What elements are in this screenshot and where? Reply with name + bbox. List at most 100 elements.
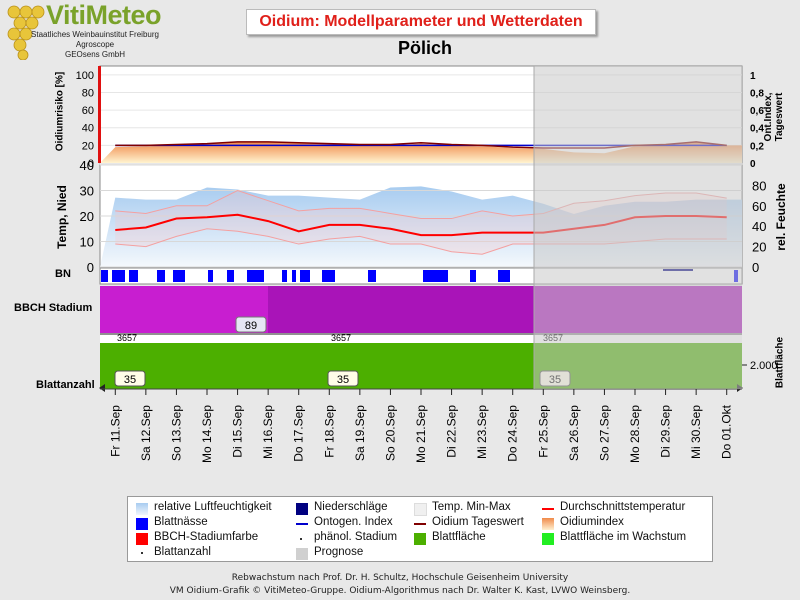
legend-swatch-rain — [296, 503, 308, 515]
x-tick-label: Do 24.Sep — [506, 405, 520, 462]
bbch-label: BBCH Stadium — [14, 302, 93, 314]
x-tick-label: Mi 16.Sep — [261, 405, 275, 459]
x-tick-label: Di 29.Sep — [659, 405, 673, 458]
x-tick-label: Fr 18.Sep — [322, 405, 336, 458]
blattnaesse-bar — [300, 270, 310, 282]
legend-swatch-ontogen — [296, 523, 308, 525]
blattanzahl-box — [327, 370, 359, 387]
logo-line-3: GEOsens GmbH — [64, 50, 125, 59]
oidium-left-marker — [98, 66, 101, 163]
x-tick-label: Mi 23.Sep — [475, 405, 489, 459]
weather-ytick: 20 — [80, 209, 94, 224]
legend-item: Temp. Min-Max — [432, 501, 511, 513]
legend-swatch-blattanzahl — [141, 552, 143, 554]
x-tick-label: Do 17.Sep — [292, 405, 306, 462]
x-tick-label: Mi 30.Sep — [689, 405, 703, 459]
legend-item: Blattfläche — [432, 531, 486, 543]
oidium-ytick: 40 — [82, 123, 94, 135]
bbch-sublabel: 3657 — [117, 333, 137, 343]
oidium-ytick: 100 — [76, 70, 94, 82]
header-title: Oidium: Modellparameter und Wetterdaten — [246, 9, 596, 35]
blattnaesse-bar — [101, 270, 108, 282]
legend-item: Blattanzahl — [154, 546, 211, 558]
oidium-y2tick: 1 — [750, 71, 756, 82]
legend-swatch-prognose — [296, 548, 308, 560]
blattnaesse-bar — [282, 270, 287, 282]
weather-ytick: 40 — [80, 158, 94, 173]
x-tick-label: Di 22.Sep — [445, 405, 459, 458]
weather-ytick: 0 — [87, 260, 94, 275]
legend-item: Oidiumindex — [560, 516, 624, 528]
legend-swatch-oidiumindex — [542, 518, 554, 530]
bbch-sublabel: 3657 — [331, 333, 351, 343]
legend-swatch-blattflaeche-wachstum — [542, 533, 554, 545]
blattnaesse-bar — [247, 270, 264, 282]
bbch-sub-row — [100, 333, 742, 343]
oidium-y2tick: 0,6 — [750, 106, 764, 117]
oidium-chart: 02040608010000,20,40,60,8101020304002040… — [76, 65, 778, 463]
footer-line-2: VM Oidium-Grafik © VitiMeteo-Gruppe. Oid… — [169, 586, 631, 596]
x-tick-label: So 27.Sep — [597, 405, 611, 461]
x-tick-label: Mo 21.Sep — [414, 405, 428, 463]
legend-item: Prognose — [314, 546, 364, 558]
legend-swatch-oidium-daily — [414, 523, 426, 525]
prognose-overlay — [534, 66, 742, 389]
blattnaesse-bar — [498, 270, 510, 282]
x-tick-label: Sa 12.Sep — [139, 405, 153, 461]
x-tick-label: Di 15.Sep — [231, 405, 245, 458]
oidium-y2tick: 0,4 — [750, 124, 764, 135]
x-tick-label: Fr 11.Sep — [108, 405, 122, 457]
legend-item: Ontogen. Index — [314, 516, 393, 528]
blattnaesse-bar — [208, 270, 213, 282]
legend-item: phänol. Stadium — [314, 531, 398, 543]
blattnaesse-bar — [423, 270, 448, 282]
blattflaeche-tick: 2.000 — [750, 360, 778, 372]
x-tick-label: Mo 14.Sep — [200, 405, 214, 463]
legend-swatch-blattnaesse — [136, 518, 148, 530]
oidium-ylabel-wrap: Oidiumrisiko [%] — [52, 70, 68, 160]
station-name: Pölich — [397, 38, 452, 58]
blattanzahl-label: Blattanzahl — [36, 379, 95, 391]
legend-item: Durchschnittstemperatur — [560, 501, 686, 513]
blattnaesse-bar — [368, 270, 376, 282]
bbch-value-box — [235, 316, 267, 333]
blattnaesse-bar — [470, 270, 476, 282]
footer-line-1: Rebwachstum nach Prof. Dr. H. Schultz, H… — [231, 573, 569, 583]
oidium-y2tick: 0,2 — [750, 141, 764, 152]
grape-logo-icon — [7, 5, 45, 60]
x-tick-label: Fr 25.Sep — [536, 405, 550, 458]
logo-line-1: Staatliches Weinbauinstitut Freiburg — [31, 30, 159, 39]
weather-y2label: rel. Feuchte — [774, 183, 788, 251]
blattanzahl-value: 35 — [124, 374, 136, 386]
blattflaeche-ylabel: Blattfläche — [774, 336, 786, 389]
bn-label: BN — [55, 268, 71, 280]
weather-ylabel: Temp, Nied — [55, 185, 69, 249]
blattnaesse-bar — [322, 270, 335, 282]
x-tick-label: Sa 26.Sep — [567, 405, 581, 461]
legend-item: Blattfläche im Wachstum — [560, 531, 687, 543]
x-tick-label: Mo 28.Sep — [628, 405, 642, 463]
oidium-ytick: 20 — [82, 140, 94, 152]
oidium-y2label-wrap: Ont.Index, Tageswert — [763, 70, 785, 160]
oidium-y2label: Ont.Index, Tageswert — [763, 92, 785, 142]
weather-y2tick: 20 — [752, 240, 766, 255]
weather-ytick: 30 — [80, 184, 94, 199]
legend-swatch-bbch — [136, 533, 148, 545]
weather-ytick: 10 — [80, 235, 94, 250]
blattnaesse-bar — [112, 270, 125, 282]
weather-y2tick: 40 — [752, 219, 766, 234]
logo-title: VitiMeteo — [46, 0, 162, 30]
oidium-y2tick: 0,8 — [750, 88, 764, 99]
oidium-ytick: 0 — [88, 158, 94, 170]
weather-ylabel-wrap: Temp, Nied — [54, 172, 70, 262]
weather-y2tick: 80 — [752, 178, 766, 193]
legend: relative Luftfeuchtigkeit Niederschläge … — [127, 496, 713, 562]
blattnaesse-bar — [227, 270, 234, 282]
blattnaesse-bar — [129, 270, 138, 282]
oidium-y2tick: 0 — [750, 159, 756, 170]
oidium-ytick: 80 — [82, 87, 94, 99]
legend-item: relative Luftfeuchtigkeit — [154, 501, 272, 513]
legend-item: Blattnässe — [154, 516, 208, 528]
legend-swatch-blattflaeche — [414, 533, 426, 545]
bbch-value: 89 — [245, 320, 257, 332]
